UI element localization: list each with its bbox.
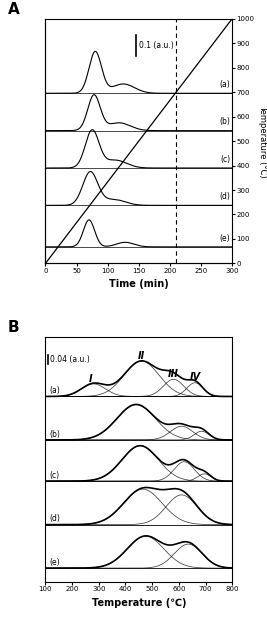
Text: A: A [8, 2, 20, 17]
Text: 0.1 (a.u.): 0.1 (a.u.) [139, 41, 174, 50]
Text: II: II [138, 351, 145, 361]
Text: (a): (a) [220, 80, 230, 89]
Y-axis label: Temperature (°C): Temperature (°C) [258, 105, 267, 177]
X-axis label: Time (min): Time (min) [109, 279, 169, 289]
Text: (b): (b) [219, 118, 230, 126]
Text: (d): (d) [49, 514, 60, 523]
Text: 0.04 (a.u.): 0.04 (a.u.) [50, 355, 90, 365]
Text: III: III [168, 369, 179, 379]
X-axis label: Temperature (℃): Temperature (℃) [92, 597, 186, 608]
Text: (c): (c) [220, 155, 230, 164]
Text: (c): (c) [49, 471, 60, 480]
Text: (d): (d) [219, 193, 230, 201]
Text: (a): (a) [49, 386, 60, 395]
Text: (e): (e) [49, 558, 60, 567]
Text: I: I [89, 374, 93, 384]
Text: IV: IV [190, 373, 201, 383]
Text: (e): (e) [220, 234, 230, 243]
Text: (b): (b) [49, 430, 60, 439]
Text: B: B [8, 320, 20, 335]
